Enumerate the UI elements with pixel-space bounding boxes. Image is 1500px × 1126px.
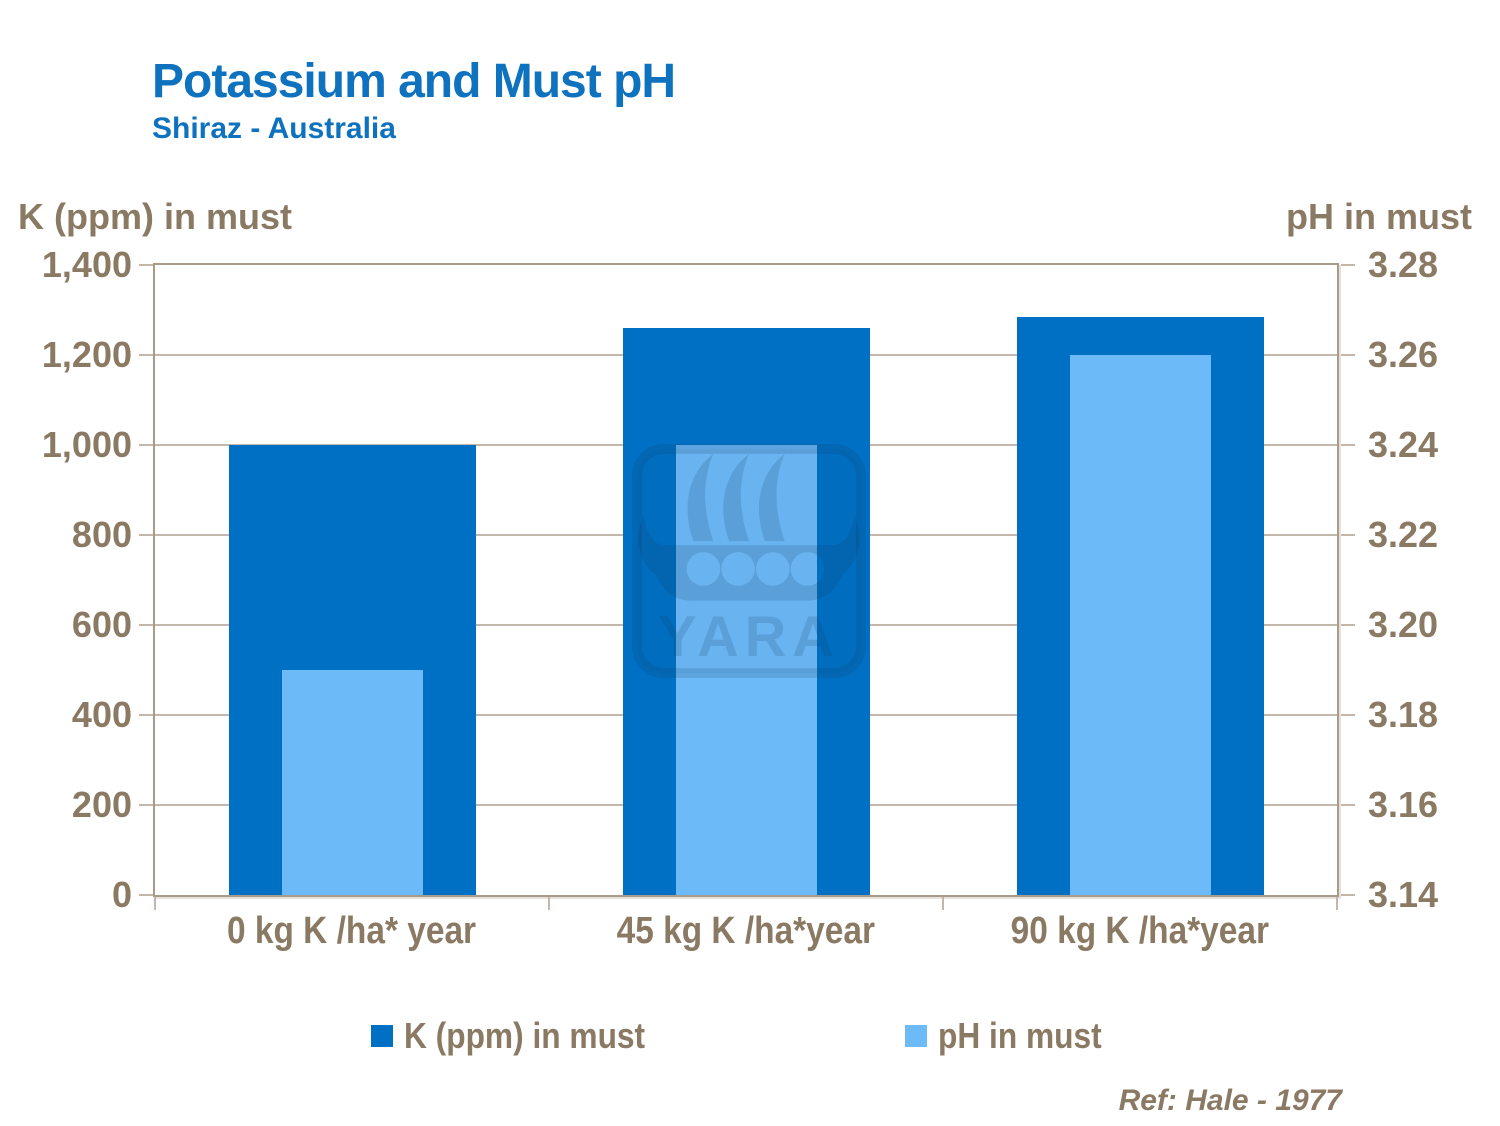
left-tick-mark bbox=[139, 444, 153, 446]
left-tick-mark bbox=[139, 534, 153, 536]
left-tick-label: 1,000 bbox=[41, 424, 132, 465]
legend-swatch-icon bbox=[371, 1025, 393, 1047]
left-tick-mark bbox=[139, 354, 153, 356]
right-axis-title: pH in must bbox=[1286, 196, 1472, 237]
left-tick-label: 1,200 bbox=[41, 334, 132, 375]
left-tick-label: 400 bbox=[71, 694, 132, 735]
x-axis-tick-mark bbox=[154, 897, 156, 910]
right-tick-mark bbox=[1341, 534, 1355, 536]
legend-label: K (ppm) in must bbox=[404, 1015, 646, 1056]
left-tick-mark bbox=[139, 804, 153, 806]
right-tick-mark bbox=[1341, 804, 1355, 806]
left-tick-mark bbox=[139, 624, 153, 626]
chart-title: Potassium and Must pH bbox=[152, 55, 676, 108]
right-tick-mark bbox=[1341, 354, 1355, 356]
plot-area: YARA bbox=[153, 263, 1339, 897]
bar-ph-0 bbox=[281, 670, 423, 895]
x-axis-label-text: 90 kg K /ha*year bbox=[1010, 910, 1270, 952]
right-tick-mark bbox=[1341, 894, 1355, 896]
right-tick-mark bbox=[1341, 264, 1355, 266]
reference-note: Ref: Hale - 1977 bbox=[1118, 1084, 1342, 1117]
x-axis-tick-mark bbox=[1336, 897, 1338, 910]
left-tick-mark bbox=[139, 714, 153, 716]
left-tick-label: 200 bbox=[71, 784, 132, 825]
right-tick-mark bbox=[1341, 444, 1355, 446]
bar-ph-2 bbox=[1069, 355, 1211, 895]
left-tick-mark bbox=[139, 264, 153, 266]
right-tick-label: 3.18 bbox=[1368, 694, 1439, 735]
right-tick-label: 3.24 bbox=[1368, 424, 1439, 465]
chart-subtitle: Shiraz - Australia bbox=[152, 112, 396, 145]
right-tick-mark bbox=[1341, 714, 1355, 716]
right-tick-label: 3.26 bbox=[1368, 334, 1439, 375]
left-tick-label: 600 bbox=[71, 604, 132, 645]
right-tick-mark bbox=[1341, 624, 1355, 626]
x-axis-label-text: 0 kg K /ha* year bbox=[227, 910, 477, 952]
right-tick-label: 3.14 bbox=[1368, 874, 1439, 915]
x-axis-tick-mark bbox=[548, 897, 550, 910]
left-tick-label: 1,400 bbox=[41, 244, 132, 285]
bar-ph-1 bbox=[675, 445, 817, 895]
left-tick-label: 0 bbox=[111, 874, 132, 915]
left-axis-title: K (ppm) in must bbox=[18, 196, 292, 237]
x-axis-label-text: 45 kg K /ha*year bbox=[616, 910, 876, 952]
left-tick-mark bbox=[139, 894, 153, 896]
x-axis-label-0: 0 kg K /ha* year bbox=[155, 910, 549, 953]
x-axis-label-2: 90 kg K /ha*year bbox=[943, 910, 1337, 953]
right-tick-label: 3.20 bbox=[1368, 604, 1439, 645]
legend-swatch-icon bbox=[905, 1025, 927, 1047]
right-tick-label: 3.28 bbox=[1368, 244, 1439, 285]
legend-label: pH in must bbox=[938, 1015, 1102, 1056]
legend-item-ph: pH in must bbox=[905, 1014, 1124, 1058]
right-tick-label: 3.16 bbox=[1368, 784, 1439, 825]
x-axis-label-1: 45 kg K /ha*year bbox=[549, 910, 943, 953]
left-tick-label: 800 bbox=[71, 514, 132, 555]
right-tick-label: 3.22 bbox=[1368, 514, 1439, 555]
x-axis-tick-mark bbox=[942, 897, 944, 910]
legend-item-k: K (ppm) in must bbox=[371, 1014, 678, 1058]
